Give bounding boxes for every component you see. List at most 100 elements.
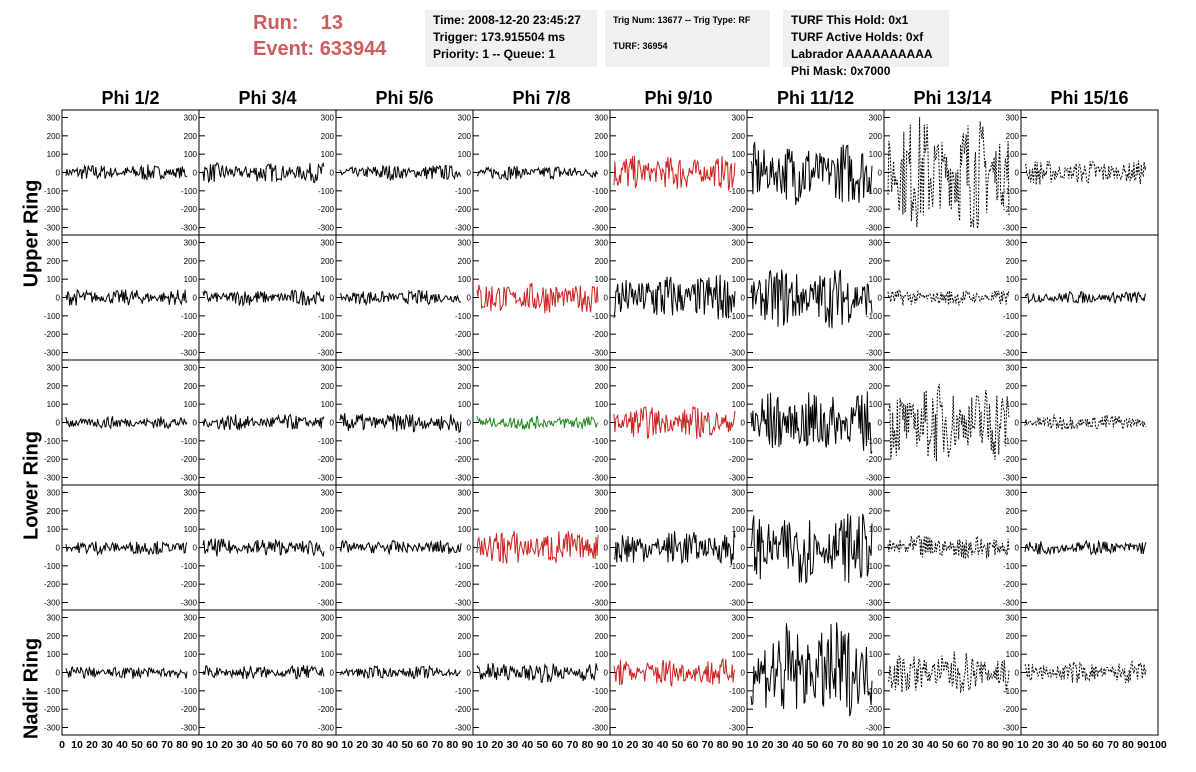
y-tick-label: 100	[595, 275, 609, 284]
y-tick-label: -100	[1003, 312, 1020, 321]
y-tick-label: 100	[458, 275, 472, 284]
x-tick-label: 50	[131, 739, 143, 751]
y-tick-label: 100	[869, 400, 883, 409]
y-tick-label: 300	[1006, 489, 1020, 498]
y-tick-label: 300	[732, 489, 746, 498]
x-tick-label: 40	[522, 739, 534, 751]
y-tick-label: -100	[181, 312, 198, 321]
y-tick-label: 100	[732, 650, 746, 659]
y-tick-label: -200	[44, 580, 61, 589]
waveform-trace	[65, 665, 188, 680]
y-tick-label: 200	[321, 257, 335, 266]
y-tick-label: 0	[878, 669, 883, 678]
y-tick-label: 100	[321, 525, 335, 534]
y-tick-label: -200	[455, 455, 472, 464]
y-tick-label: 0	[604, 294, 609, 303]
waveform-trace	[750, 622, 873, 717]
y-tick-label: -200	[1003, 330, 1020, 339]
waveform-trace	[476, 662, 599, 683]
column-title: Phi 15/16	[1050, 88, 1128, 108]
y-tick-label: -100	[318, 312, 335, 321]
y-tick-label: 0	[330, 169, 335, 178]
y-tick-label: 100	[321, 275, 335, 284]
y-tick-label: -100	[44, 437, 61, 446]
y-tick-label: 200	[47, 507, 61, 516]
y-tick-label: 100	[595, 525, 609, 534]
y-tick-label: 300	[1006, 364, 1020, 373]
waveform-trace	[476, 415, 599, 431]
y-tick-label: 100	[869, 525, 883, 534]
y-tick-label: 0	[467, 544, 472, 553]
y-tick-label: -100	[729, 312, 746, 321]
waveform-trace	[65, 288, 188, 306]
x-tick-label: 20	[356, 739, 368, 751]
x-tick-label: 30	[1047, 739, 1059, 751]
y-tick-label: 100	[184, 150, 198, 159]
y-tick-label: -200	[866, 705, 883, 714]
y-tick-label: 200	[458, 507, 472, 516]
y-tick-label: 200	[732, 132, 746, 141]
y-tick-label: -200	[318, 330, 335, 339]
y-tick-label: 100	[458, 650, 472, 659]
y-tick-label: -300	[455, 349, 472, 358]
y-tick-label: -100	[592, 562, 609, 571]
waveform-trace	[65, 164, 188, 181]
y-tick-label: 300	[47, 114, 61, 123]
x-tick-label: 80	[311, 739, 323, 751]
y-tick-label: -300	[592, 474, 609, 483]
x-tick-label: 80	[176, 739, 188, 751]
y-tick-label: -300	[181, 599, 198, 608]
waveform-trace	[202, 664, 325, 680]
y-tick-label: 200	[869, 257, 883, 266]
y-tick-label: 300	[732, 239, 746, 248]
x-tick-label: 70	[702, 739, 714, 751]
y-tick-label: -300	[592, 224, 609, 233]
y-tick-label: 200	[321, 507, 335, 516]
x-tick-label: 60	[416, 739, 428, 751]
y-tick-label: 100	[595, 400, 609, 409]
y-tick-label: 300	[732, 614, 746, 623]
x-tick-label: 60	[957, 739, 969, 751]
y-tick-label: -200	[1003, 205, 1020, 214]
column-title: Phi 1/2	[101, 88, 159, 108]
y-tick-label: -200	[455, 705, 472, 714]
y-tick-label: 300	[595, 364, 609, 373]
x-tick-label: 50	[672, 739, 684, 751]
y-tick-label: 0	[467, 169, 472, 178]
x-tick-label: 90	[732, 739, 744, 751]
waveform-trace	[613, 531, 736, 566]
y-tick-label: 100	[732, 400, 746, 409]
y-tick-label: 0	[330, 669, 335, 678]
waveform-trace	[339, 164, 462, 181]
y-tick-label: 300	[458, 614, 472, 623]
x-tick-label: 10	[747, 739, 759, 751]
y-tick-label: 300	[869, 614, 883, 623]
y-tick-label: 0	[467, 669, 472, 678]
y-tick-label: -200	[866, 580, 883, 589]
run-event-box: Run: 13 Event: 633944	[253, 10, 386, 62]
waveform-trace	[1024, 414, 1147, 431]
x-tick-label: 20	[897, 739, 909, 751]
y-tick-label: -300	[592, 724, 609, 733]
y-tick-label: 0	[467, 294, 472, 303]
y-tick-label: -100	[455, 687, 472, 696]
y-tick-label: -100	[318, 562, 335, 571]
y-tick-label: -200	[729, 455, 746, 464]
y-tick-label: 200	[869, 632, 883, 641]
y-tick-label: -100	[729, 437, 746, 446]
waveform-trace	[202, 413, 325, 431]
trig-panel: Trig Num: 13677 -- Trig Type: RF TURF: 3…	[605, 10, 770, 67]
y-tick-label: -100	[866, 437, 883, 446]
y-tick-label: 200	[321, 632, 335, 641]
x-tick-label: 90	[867, 739, 879, 751]
waveform-trace	[65, 415, 188, 429]
y-tick-label: 300	[869, 364, 883, 373]
y-tick-label: 200	[869, 507, 883, 516]
x-tick-label: 80	[1122, 739, 1134, 751]
y-tick-label: 200	[458, 632, 472, 641]
column-title: Phi 7/8	[512, 88, 570, 108]
y-tick-label: -100	[181, 562, 198, 571]
y-tick-label: -200	[318, 580, 335, 589]
x-tick-label: 30	[236, 739, 248, 751]
